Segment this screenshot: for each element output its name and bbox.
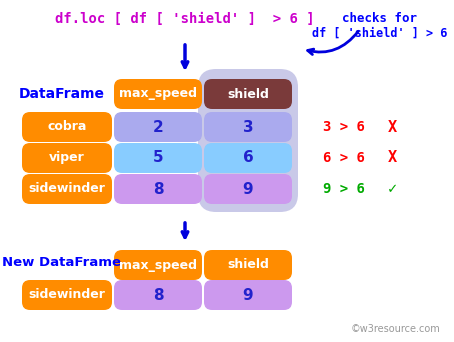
FancyBboxPatch shape [204, 112, 292, 142]
Text: New DataFrame: New DataFrame [3, 255, 122, 268]
Text: 6 > 6: 6 > 6 [323, 151, 365, 165]
FancyBboxPatch shape [204, 143, 292, 173]
Text: ©w3resource.com: ©w3resource.com [350, 324, 440, 334]
Text: 9: 9 [243, 182, 253, 197]
FancyBboxPatch shape [204, 280, 292, 310]
Text: max_speed: max_speed [119, 88, 197, 101]
Text: 9: 9 [243, 288, 253, 303]
Text: sidewinder: sidewinder [29, 289, 105, 302]
FancyBboxPatch shape [114, 143, 202, 173]
FancyBboxPatch shape [114, 280, 202, 310]
FancyBboxPatch shape [22, 280, 112, 310]
Text: df [ 'shield' ] > 6: df [ 'shield' ] > 6 [312, 26, 448, 39]
Text: 3: 3 [243, 119, 253, 134]
FancyBboxPatch shape [198, 69, 298, 212]
FancyBboxPatch shape [114, 174, 202, 204]
FancyBboxPatch shape [114, 79, 202, 109]
Text: checks for: checks for [342, 13, 418, 26]
Text: max_speed: max_speed [119, 259, 197, 272]
Text: DataFrame: DataFrame [19, 87, 105, 101]
Text: sidewinder: sidewinder [29, 183, 105, 196]
FancyBboxPatch shape [204, 250, 292, 280]
FancyBboxPatch shape [22, 112, 112, 142]
FancyBboxPatch shape [114, 250, 202, 280]
FancyBboxPatch shape [22, 143, 112, 173]
Text: 3 > 6: 3 > 6 [323, 120, 365, 134]
Text: 5: 5 [153, 150, 163, 166]
Text: 2: 2 [153, 119, 163, 134]
Text: viper: viper [49, 152, 85, 165]
FancyBboxPatch shape [204, 174, 292, 204]
Text: 6: 6 [242, 150, 253, 166]
Text: 9 > 6: 9 > 6 [323, 182, 365, 196]
Text: shield: shield [227, 88, 269, 101]
FancyBboxPatch shape [22, 174, 112, 204]
FancyBboxPatch shape [114, 112, 202, 142]
Text: X: X [387, 150, 396, 166]
Text: shield: shield [227, 259, 269, 272]
Text: X: X [387, 119, 396, 134]
Text: 8: 8 [153, 288, 163, 303]
Text: 8: 8 [153, 182, 163, 197]
FancyBboxPatch shape [204, 79, 292, 109]
Text: ✓: ✓ [387, 182, 396, 197]
Text: df.loc [ df [ 'shield' ]  > 6 ]: df.loc [ df [ 'shield' ] > 6 ] [55, 12, 315, 26]
Text: cobra: cobra [47, 120, 87, 133]
